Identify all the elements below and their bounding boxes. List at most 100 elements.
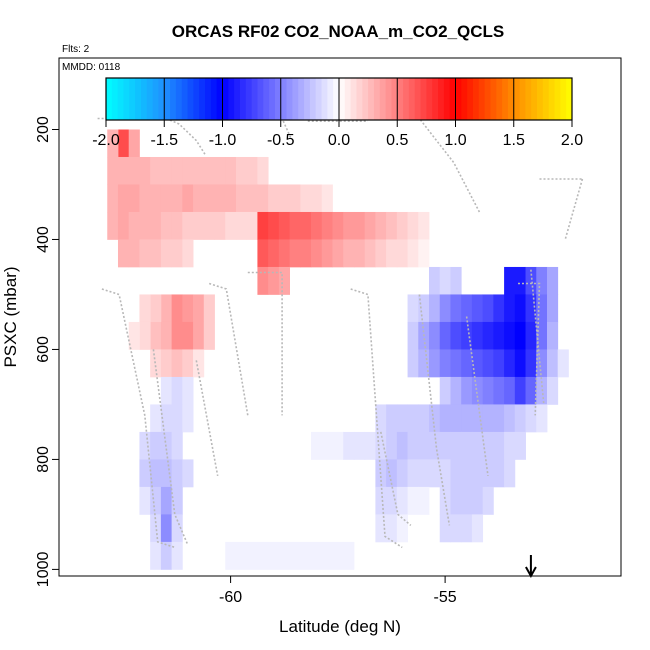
heatmap-cell (471, 431, 484, 460)
heatmap-cell (246, 211, 258, 240)
heatmap-cell (482, 431, 494, 460)
date-label: MMDD: 0118 (62, 62, 121, 73)
heatmap-cell (439, 376, 451, 405)
heatmap-cell (150, 431, 162, 460)
heatmap-cell (461, 459, 473, 488)
heatmap-cell (439, 459, 451, 488)
heatmap-cell (525, 349, 537, 378)
colorbar-segment (356, 78, 363, 120)
heatmap-cell (160, 376, 173, 405)
colorbar-segment (525, 78, 532, 120)
flight-track (465, 316, 489, 477)
heatmap-cell (128, 211, 140, 240)
heatmap-cell (139, 156, 151, 185)
heatmap-cell (160, 514, 173, 543)
heatmap-cell (407, 404, 419, 433)
heatmap-cell (235, 541, 248, 570)
heatmap-cell (407, 321, 419, 350)
heatmap-cell (257, 211, 269, 240)
heatmap-cell (160, 211, 173, 240)
heatmap-cell (396, 459, 408, 488)
heatmap-cell (311, 239, 323, 268)
heatmap-cell (418, 486, 430, 515)
flight-track (165, 117, 206, 155)
heatmap-cell (525, 404, 537, 433)
heatmap-cell (493, 459, 505, 488)
colorbar-segment (181, 78, 189, 120)
heatmap-cell (171, 349, 183, 378)
colorbar-tick-label: 2.0 (561, 132, 583, 149)
flight-track (564, 178, 584, 240)
heatmap-cell (257, 266, 269, 295)
heatmap-cell (160, 184, 173, 213)
heatmap-cell (257, 156, 269, 185)
colorbar-segment (391, 78, 398, 120)
heatmap-cell (139, 239, 151, 268)
colorbar-tick-label: 1.5 (503, 132, 525, 149)
colorbar-segment (397, 78, 404, 120)
colorbar-segment (496, 78, 503, 120)
heatmap-cell (278, 184, 290, 213)
heatmap-cell (471, 349, 484, 378)
heatmap-cell (300, 211, 312, 240)
heatmap-cell (386, 239, 398, 268)
heatmap-cell (396, 239, 408, 268)
colorbar-segment (280, 78, 288, 120)
heatmap-cell (332, 431, 344, 460)
heatmap-cell (418, 431, 430, 460)
heatmap-cell (128, 156, 140, 185)
heatmap-cell (182, 239, 194, 268)
heatmap-cell (150, 211, 162, 240)
colorbar-segment (129, 78, 136, 120)
colorbar-segment (170, 78, 177, 120)
heatmap-cell (439, 266, 451, 295)
flight-track (530, 269, 545, 405)
heatmap-cell (450, 486, 462, 515)
heatmap-cell (407, 486, 419, 515)
colorbar-segment (373, 78, 381, 120)
heatmap-cell (225, 184, 237, 213)
colorbar-segment (234, 78, 241, 120)
heatmap-cell (182, 211, 194, 240)
heatmap-cell (139, 459, 151, 488)
heatmap-cell (128, 129, 140, 158)
heatmap-cell (429, 404, 441, 433)
heatmap-cell (386, 486, 398, 515)
heatmap-cell (536, 404, 548, 433)
heatmap-cell (160, 486, 173, 515)
heatmap-cell (450, 376, 462, 405)
heatmap-cell (311, 211, 323, 240)
flight-track (195, 360, 219, 477)
heatmap-cell (171, 376, 183, 405)
heatmap-cell (332, 239, 344, 268)
heatmap-cell (386, 431, 398, 460)
heatmap-cell (182, 321, 194, 350)
colorbar-segment (274, 78, 282, 120)
heatmap-cell (461, 321, 473, 350)
heatmap-cell (150, 486, 162, 515)
heatmap-cell (171, 321, 183, 350)
heatmap-cell (504, 404, 516, 433)
colorbar-segment (339, 78, 346, 120)
colorbar-segment (455, 78, 462, 120)
colorbar-segment (531, 78, 538, 120)
colorbar-segment (408, 78, 416, 120)
flights-label: Flts: 2 (62, 44, 90, 55)
heatmap-cell (386, 514, 398, 543)
heatmap-cell (171, 541, 183, 570)
heatmap-cell (235, 184, 248, 213)
colorbar-segment (146, 78, 154, 120)
heatmap-cell (235, 156, 248, 185)
heatmap-cell (407, 459, 419, 488)
heatmap-cell (353, 239, 366, 268)
heatmap-cell (139, 294, 151, 323)
heatmap-cell (160, 349, 173, 378)
heatmap-cell (482, 349, 494, 378)
heatmap-cell (514, 321, 526, 350)
heatmap-cell (429, 459, 441, 488)
heatmap-cell (504, 294, 516, 323)
heatmap-cell (300, 239, 312, 268)
heatmap-cell (525, 376, 537, 405)
heatmap-cell (353, 211, 366, 240)
